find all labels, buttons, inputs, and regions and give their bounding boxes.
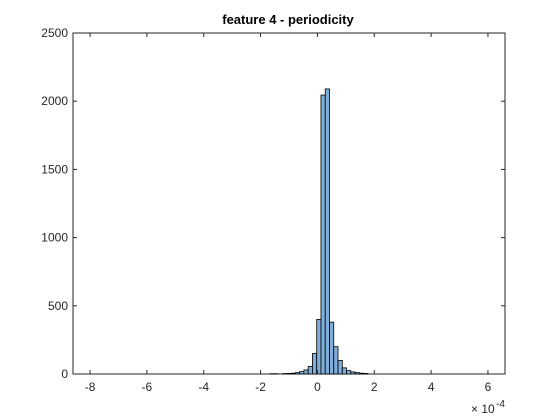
histogram-bar-12 [324,88,330,375]
y-axis: 0 500 1000 1500 2000 2500 [41,26,505,381]
histogram-bar-11 [320,94,326,375]
x-axis: -8 -6 -4 -2 0 2 4 6 [85,33,492,394]
x-tick-label: -8 [85,380,96,394]
y-tick-label: 2000 [41,94,68,108]
y-tick-label: 0 [61,367,68,381]
histogram-bar-5 [294,372,301,375]
x-tick-label: -6 [142,380,153,394]
x-tick-label: 2 [371,380,378,394]
plot-area [72,32,506,375]
histogram-bar-4 [290,372,296,375]
histogram-bar-7 [303,369,309,375]
histogram-bar-9 [312,353,318,375]
y-tick-label: 1500 [41,162,68,176]
y-tick-label: 2500 [41,26,68,40]
histogram-bar-16 [341,367,347,375]
x-tick-label: 4 [428,380,435,394]
x-exponent-base: × 10 [471,402,495,416]
x-tick-label: 6 [485,380,492,394]
histogram-bar-10 [316,319,322,375]
x-tick-label: 0 [314,380,321,394]
x-tick-label: -2 [255,380,266,394]
x-tick-label: -4 [198,380,209,394]
y-tick-label: 500 [48,299,68,313]
histogram-bar-21 [363,373,369,375]
x-exponent-label: × 10 -4 [471,399,505,416]
y-tick-label: 1000 [41,231,68,245]
chart-title: feature 4 - periodicity [222,12,354,27]
histogram-bar-19 [354,372,360,375]
histogram-bar-20 [358,372,364,375]
histogram-bar-14 [333,346,339,375]
histogram-bars [269,88,369,375]
histogram-bar-6 [299,371,305,375]
histogram-bar-15 [337,359,343,375]
histogram-bar-3 [286,373,292,375]
histogram-bar-17 [346,370,352,375]
x-exponent-power: -4 [496,399,505,410]
histogram-bar-13 [329,321,335,375]
histogram-bar-18 [350,371,356,375]
histogram-bar-8 [307,366,313,375]
